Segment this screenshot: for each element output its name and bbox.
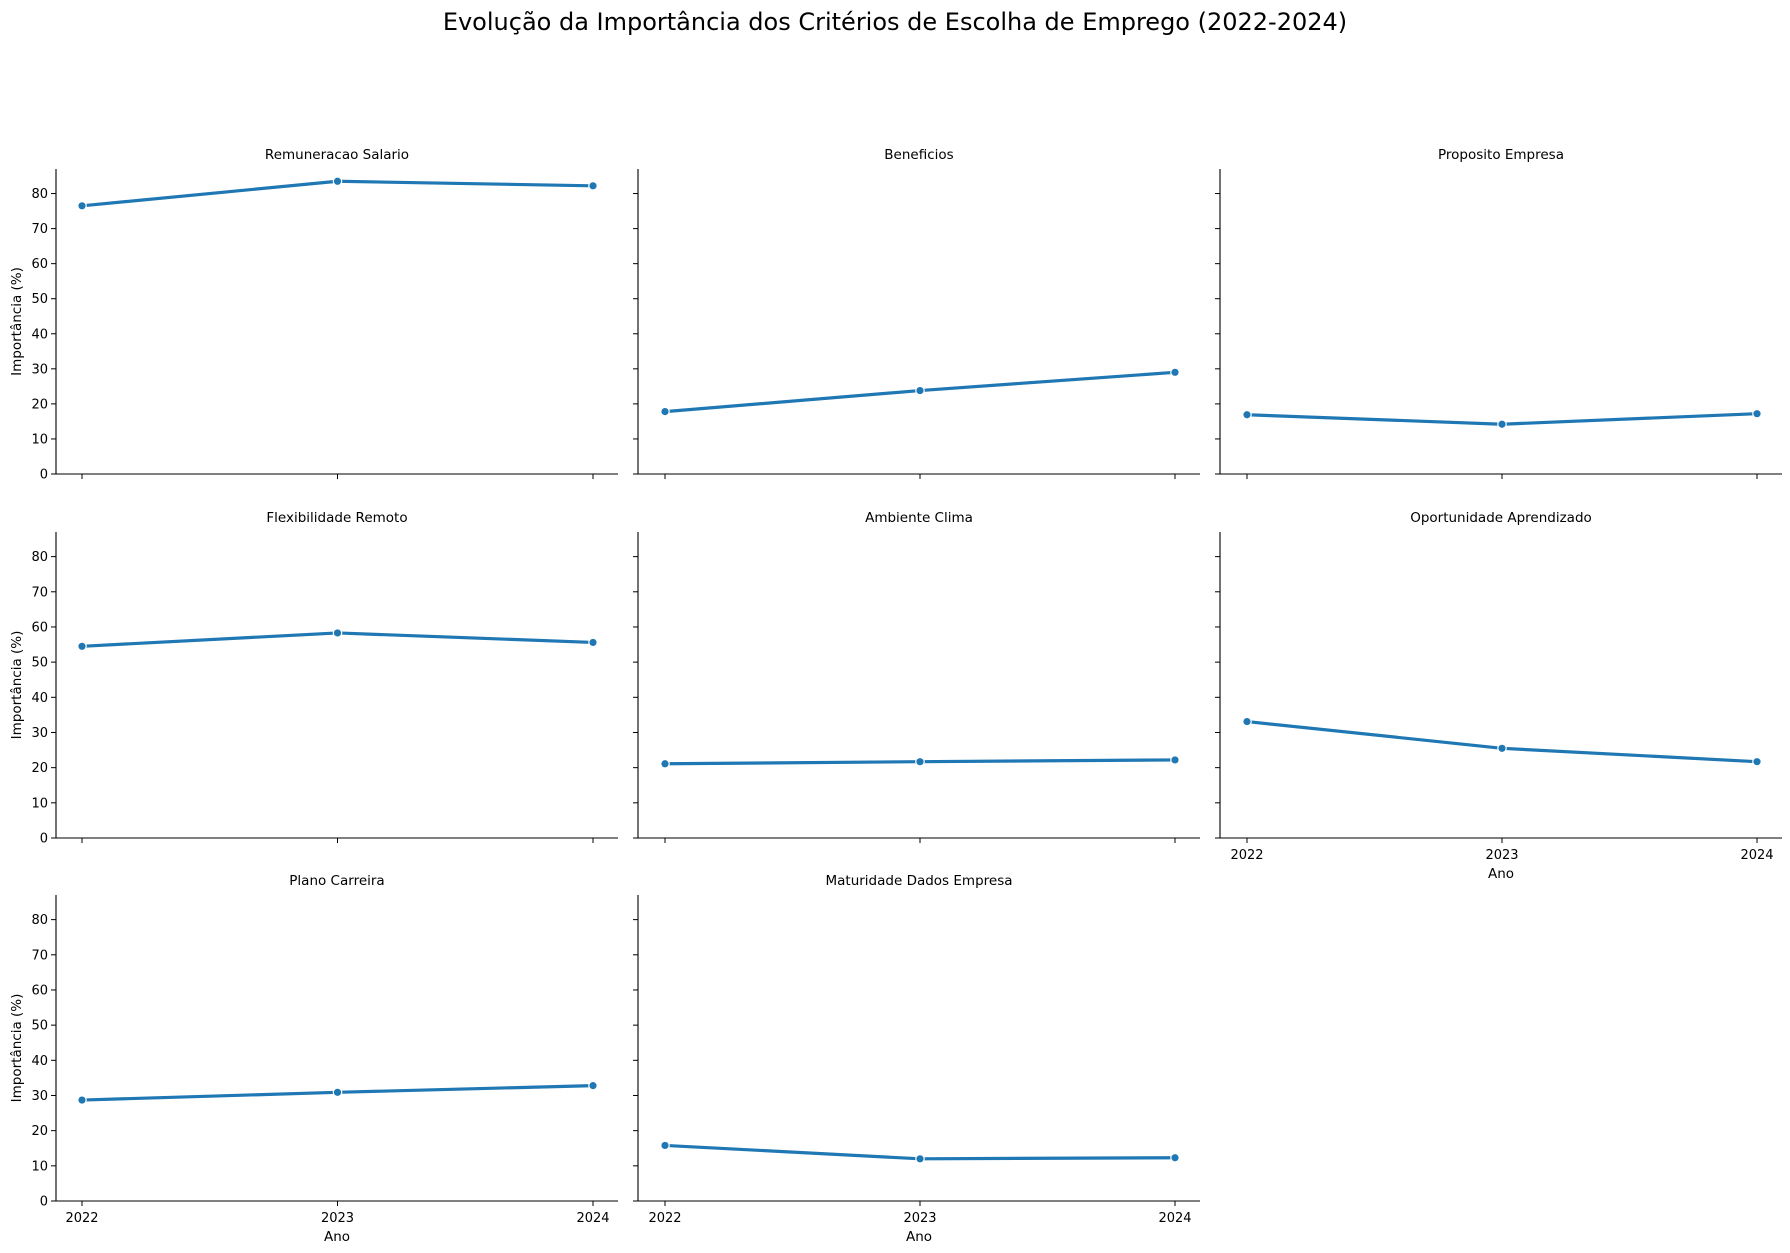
panel-title: Plano Carreira (289, 873, 384, 889)
y-tick-label: 50 (31, 1019, 48, 1034)
y-tick-label: 70 (31, 585, 48, 600)
series-line (1245, 719, 1759, 764)
data-point (915, 1153, 925, 1164)
y-tick-label: 30 (31, 726, 48, 741)
x-axis-label: Ano (1488, 866, 1514, 882)
y-tick-label: 70 (31, 222, 48, 237)
data-point (588, 181, 598, 191)
x-tick-label: 2023 (321, 1211, 354, 1226)
panel-5: Ambiente Clima (633, 510, 1200, 843)
data-point (660, 758, 670, 769)
y-tick-label: 60 (31, 257, 48, 272)
y-axis-label: Importância (%) (9, 267, 25, 376)
y-tick-label: 20 (31, 1124, 48, 1139)
panel-title: Ambiente Clima (865, 510, 973, 526)
y-tick-label: 30 (31, 1089, 48, 1104)
data-point (1752, 756, 1762, 767)
panel-title: Remuneracao Salario (265, 147, 409, 163)
y-tick-label: 10 (31, 796, 48, 811)
y-tick-label: 60 (31, 620, 48, 635)
y-tick-label: 50 (31, 656, 48, 671)
y-tick-label: 80 (31, 913, 48, 928)
y-tick-label: 20 (31, 761, 48, 776)
panel-title: Proposito Empresa (1438, 147, 1564, 163)
y-tick-label: 40 (31, 691, 48, 706)
y-tick-label: 0 (40, 468, 48, 483)
y-tick-label: 70 (31, 948, 48, 963)
y-tick-label: 50 (31, 292, 48, 307)
data-point (77, 201, 87, 211)
panel-title: Flexibilidade Remoto (266, 510, 407, 526)
data-point (1170, 1152, 1180, 1163)
x-tick-label: 2024 (576, 1211, 609, 1226)
y-tick-label: 40 (31, 1054, 48, 1069)
x-tick-label: 2024 (1158, 1211, 1191, 1226)
y-tick-label: 30 (31, 362, 48, 377)
panel-8: Maturidade Dados Empresa 2022 2023 2024 Ano (633, 873, 1200, 1245)
y-tick-label: 40 (31, 327, 48, 342)
data-point (588, 637, 598, 648)
x-tick-label: 2022 (65, 1211, 98, 1226)
panels-grid: Remuneracao Salario 0 10 20 30 40 50 60 70 80 Impo… (9, 147, 1782, 1245)
data-point (1242, 716, 1252, 727)
data-point (915, 385, 925, 396)
panel-7: Plano Carreira 0 10 20 30 40 50 60 70 80 2022 2023 2… (9, 873, 618, 1245)
panel-2: Beneficios (633, 147, 1200, 479)
y-tick-label: 80 (31, 187, 48, 202)
data-point (660, 1140, 670, 1151)
data-point (915, 756, 925, 767)
x-axis-label: Ano (906, 1229, 932, 1245)
y-tick-label: 0 (40, 832, 48, 847)
y-tick-label: 10 (31, 1159, 48, 1174)
data-point (588, 1080, 598, 1091)
data-point (1170, 367, 1180, 378)
data-point (77, 1095, 87, 1105)
y-axis-label: Importância (%) (9, 631, 25, 740)
panel-title: Beneficios (884, 147, 953, 163)
panel-title: Oportunidade Aprendizado (1410, 510, 1592, 526)
data-point (660, 406, 670, 417)
y-axis-label: Importância (%) (9, 994, 25, 1103)
x-tick-label: 2023 (903, 1211, 936, 1226)
y-tick-label: 0 (40, 1195, 48, 1210)
panel-6: Oportunidade Aprendizado 2022 2023 2024 Ano (1215, 510, 1782, 882)
data-point (1170, 755, 1180, 765)
y-tick-label: 60 (31, 983, 48, 998)
x-tick-label: 2023 (1485, 848, 1518, 863)
x-tick-label: 2022 (648, 1211, 681, 1226)
data-point (332, 176, 343, 187)
y-tick-label: 80 (31, 550, 48, 565)
x-tick-label: 2024 (1740, 848, 1773, 863)
data-point (1497, 419, 1507, 430)
data-point (1497, 743, 1507, 754)
chart-title: Evolução da Importância dos Critérios de… (443, 8, 1347, 36)
data-point (1242, 409, 1252, 420)
x-tick-label: 2022 (1230, 848, 1263, 863)
panel-1: Remuneracao Salario 0 10 20 30 40 50 60 70 80 Impo… (9, 147, 618, 483)
data-point (332, 628, 343, 638)
data-point (1752, 408, 1762, 419)
data-point (332, 1087, 343, 1098)
panel-title: Maturidade Dados Empresa (825, 873, 1012, 889)
x-axis-label: Ano (324, 1229, 350, 1245)
y-tick-label: 10 (31, 432, 48, 447)
data-point (77, 641, 87, 652)
y-tick-label: 20 (31, 397, 48, 412)
panel-3: Proposito Empresa (1215, 147, 1782, 479)
panel-4: Flexibilidade Remoto 0 10 20 30 40 50 60 70 80 Imp… (9, 510, 618, 847)
